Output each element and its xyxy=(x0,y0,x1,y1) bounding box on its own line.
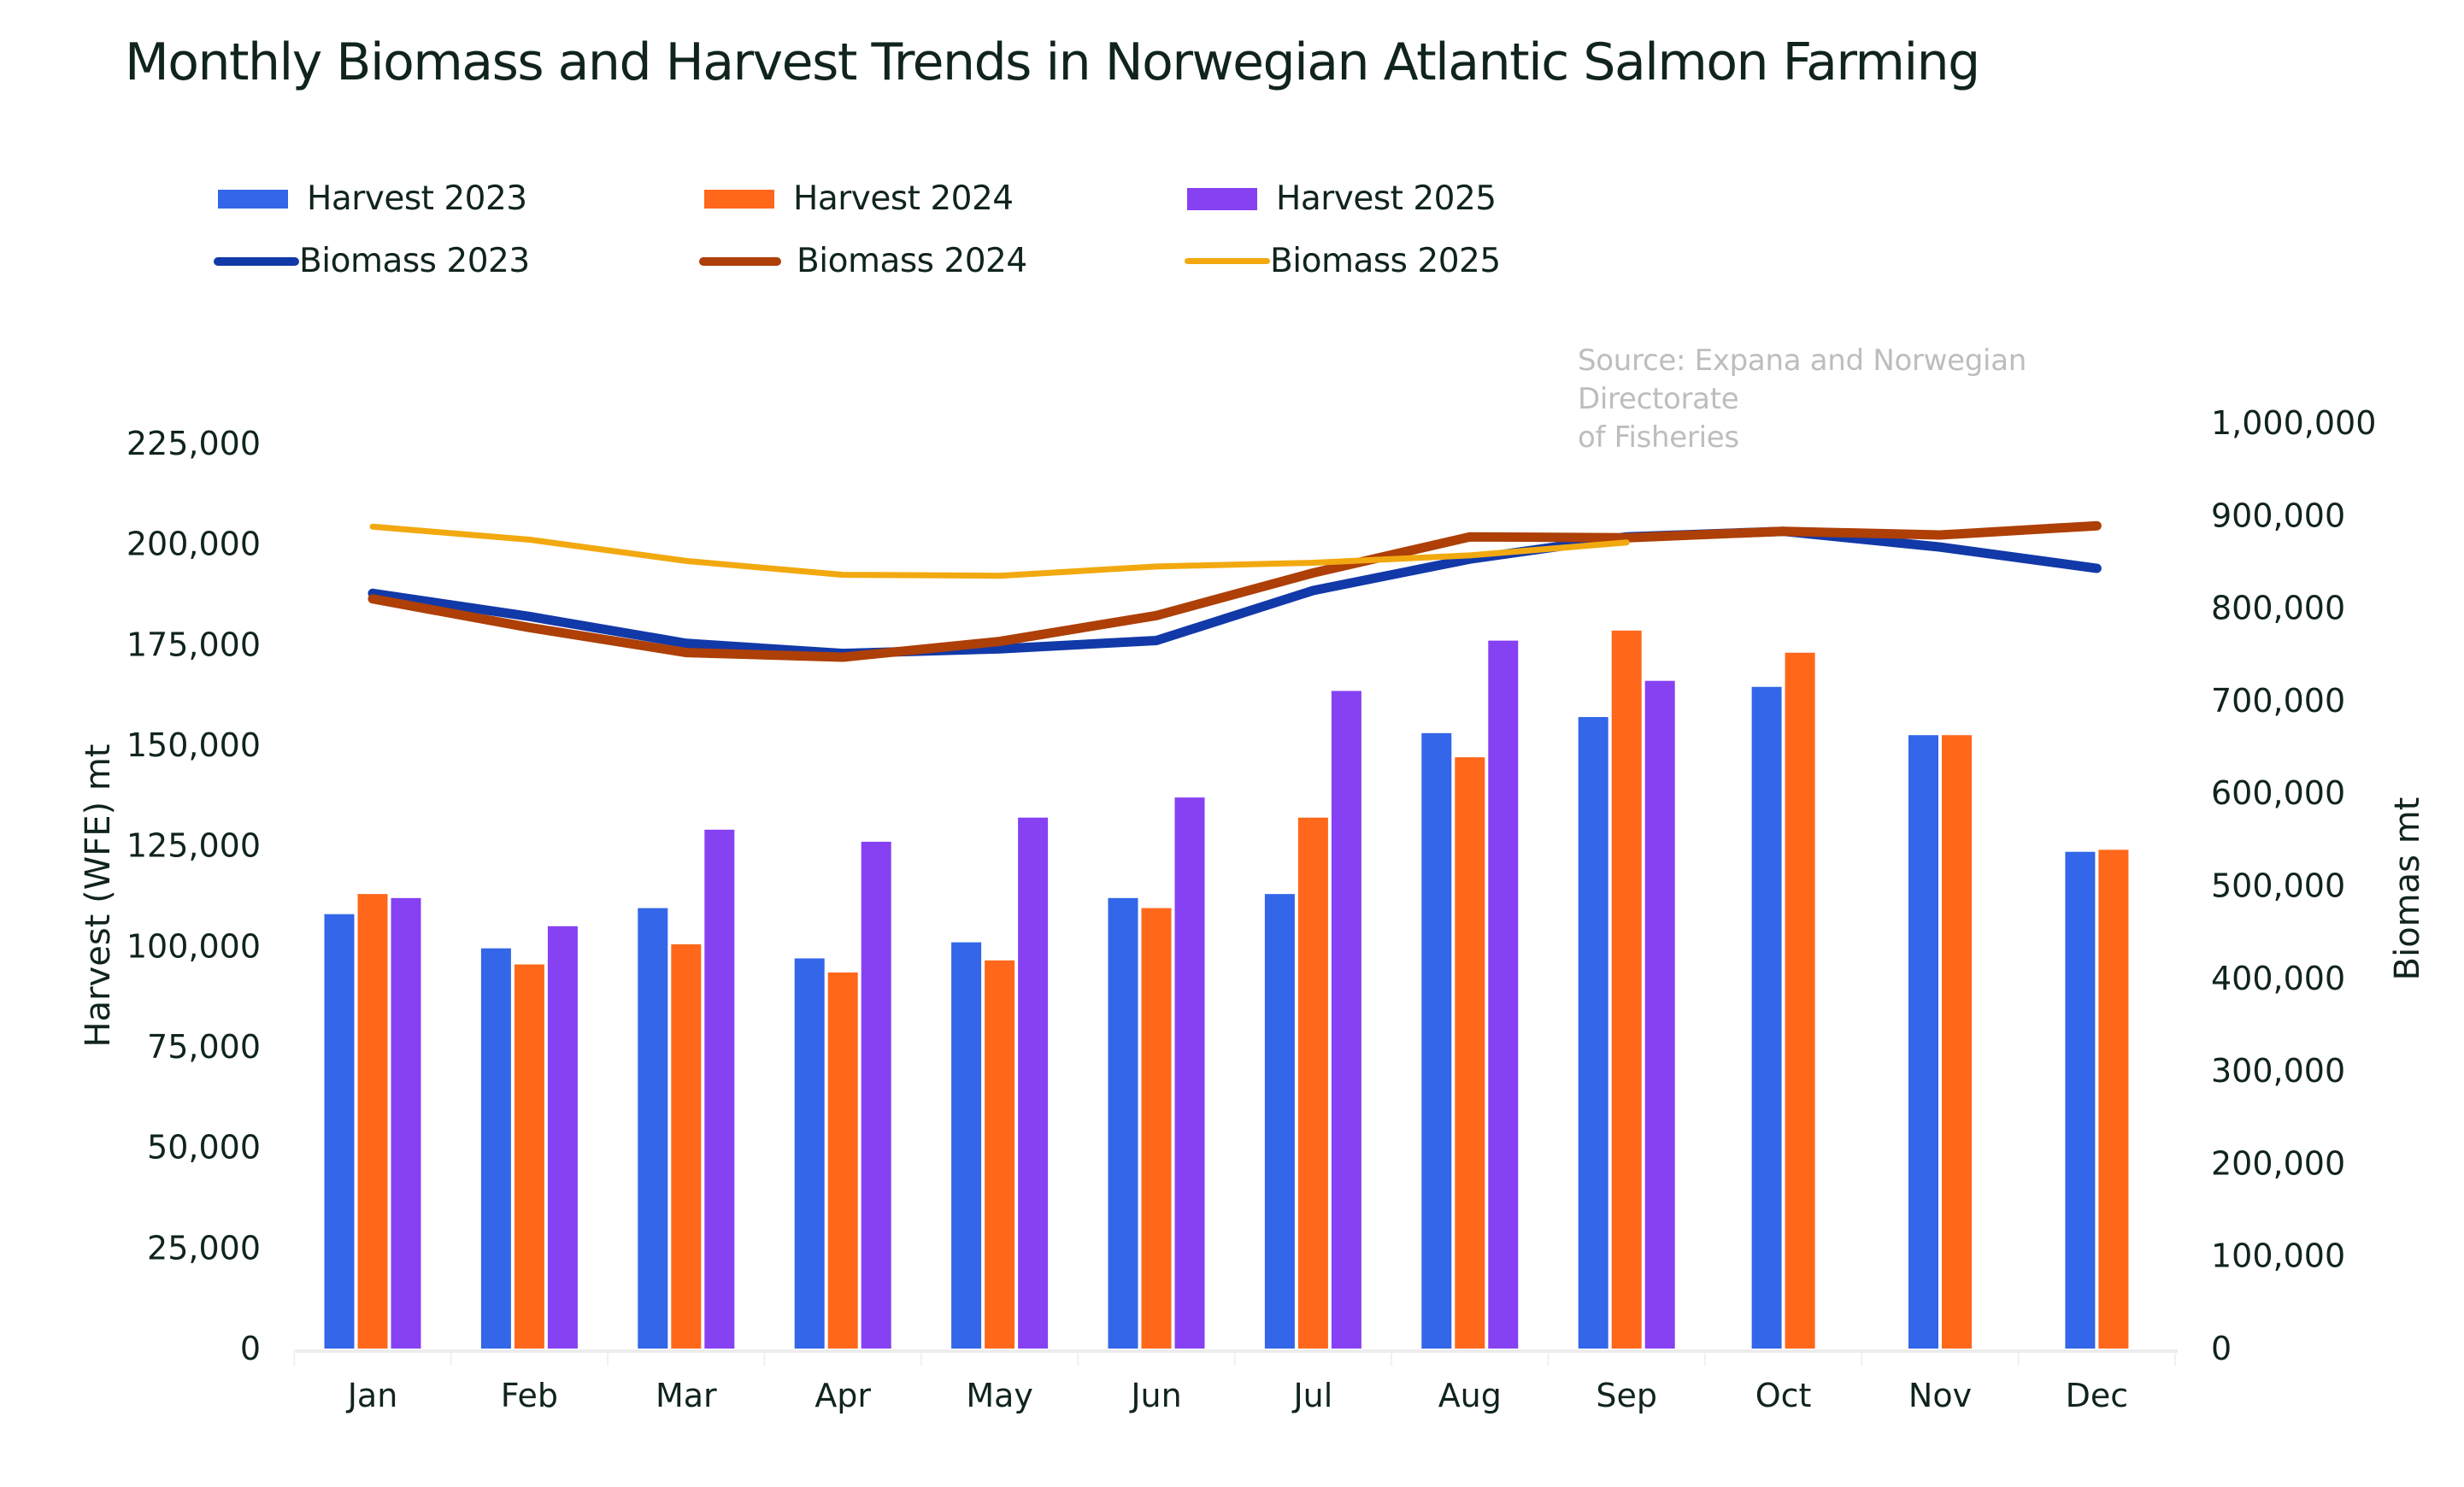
bar-harvest-2024-may xyxy=(985,960,1015,1349)
legend-swatch xyxy=(704,189,774,209)
legend-label: Biomass 2025 xyxy=(1270,242,1501,280)
bar-harvest-2024-dec xyxy=(2098,849,2129,1349)
bar-harvest-2024-sep xyxy=(1611,630,1642,1349)
legend-label: Harvest 2025 xyxy=(1276,179,1497,218)
bar-harvest-2025-apr xyxy=(861,841,891,1349)
left-tick-label: 25,000 xyxy=(147,1229,261,1267)
legend-swatch xyxy=(214,256,299,266)
bar-harvest-2025-sep xyxy=(1644,680,1675,1349)
right-tick-label: 900,000 xyxy=(2211,497,2345,534)
source-line-2: of Fisheries xyxy=(1578,420,1739,455)
right-tick-label: 0 xyxy=(2211,1330,2232,1367)
left-tick-label: 150,000 xyxy=(126,726,261,764)
legend-item-harvest-2025[interactable]: Harvest 2025 xyxy=(1187,179,1497,218)
bar-harvest-2023-feb xyxy=(480,948,511,1349)
legend-item-harvest-2024[interactable]: Harvest 2024 xyxy=(704,179,1014,218)
chart-title: Monthly Biomass and Harvest Trends in No… xyxy=(125,32,1980,92)
legend-swatch xyxy=(699,256,781,266)
bar-harvest-2023-jul xyxy=(1264,894,1295,1349)
bar-harvest-2024-apr xyxy=(827,972,858,1349)
x-tick-label: Jul xyxy=(1291,1377,1332,1414)
legend-swatch xyxy=(1187,187,1257,210)
x-tick-label: Jun xyxy=(1129,1377,1181,1414)
bar-harvest-2025-jul xyxy=(1331,691,1361,1349)
legend-label: Harvest 2024 xyxy=(793,179,1014,218)
left-tick-label: 100,000 xyxy=(126,927,261,965)
bar-harvest-2025-feb xyxy=(547,926,578,1349)
bar-harvest-2024-mar xyxy=(671,943,702,1349)
bar-harvest-2024-feb xyxy=(514,964,544,1349)
source-line-1: Source: Expana and Norwegian Directorate xyxy=(1578,344,2026,416)
bar-harvest-2025-aug xyxy=(1488,640,1519,1349)
x-tick-label: Feb xyxy=(501,1377,558,1414)
source-note: Source: Expana and Norwegian Directorate… xyxy=(1578,342,2193,457)
x-axis-line xyxy=(293,1349,2178,1366)
legend-item-biomass-2025[interactable]: Biomass 2025 xyxy=(1185,242,1501,280)
bar-harvest-2024-jun xyxy=(1141,908,1172,1349)
legend-item-harvest-2023[interactable]: Harvest 2023 xyxy=(218,179,527,218)
left-tick-label: 175,000 xyxy=(126,626,261,663)
legend-item-biomass-2023[interactable]: Biomass 2023 xyxy=(214,242,530,280)
legend-label: Biomass 2023 xyxy=(299,242,530,280)
left-y-axis: 225,000 200,000 175,000 150,000 125,000 100,0… xyxy=(126,425,261,1367)
right-tick-label: 200,000 xyxy=(2211,1144,2345,1182)
right-y-axis: 1,000,000 900,000 800,000 700,000 600,000 500… xyxy=(2211,404,2376,1367)
x-tick-label: May xyxy=(966,1377,1033,1414)
x-tick-label: Aug xyxy=(1438,1377,1502,1414)
x-tick-label: Mar xyxy=(656,1377,717,1414)
legend-label: Biomass 2024 xyxy=(797,242,1027,280)
legend-item-biomass-2024[interactable]: Biomass 2024 xyxy=(699,242,1027,280)
right-tick-label: 700,000 xyxy=(2211,682,2345,720)
bar-harvest-2024-nov xyxy=(1942,735,1972,1349)
left-tick-label: 200,000 xyxy=(126,526,261,563)
bar-harvest-2024-aug xyxy=(1455,757,1485,1349)
left-tick-label: 125,000 xyxy=(126,827,261,865)
x-tick-label: Oct xyxy=(1755,1377,1812,1414)
bar-harvest-2025-jun xyxy=(1174,797,1205,1349)
legend-swatch xyxy=(1185,258,1270,264)
bar-series xyxy=(324,630,2129,1349)
bar-harvest-2025-jan xyxy=(391,897,421,1349)
legend-label: Harvest 2023 xyxy=(307,179,527,218)
bar-harvest-2023-mar xyxy=(638,908,668,1349)
x-tick-label: Jan xyxy=(346,1377,398,1414)
bar-harvest-2023-jun xyxy=(1108,897,1138,1349)
right-tick-label: 300,000 xyxy=(2211,1052,2345,1090)
x-tick-label: Sep xyxy=(1596,1377,1657,1414)
right-tick-label: 600,000 xyxy=(2211,774,2345,812)
x-tick-label: Dec xyxy=(2066,1377,2129,1414)
bar-harvest-2023-nov xyxy=(1908,735,1938,1349)
left-tick-label: 50,000 xyxy=(147,1129,261,1167)
legend-swatch xyxy=(218,189,288,209)
right-tick-label: 800,000 xyxy=(2211,590,2345,627)
x-axis: Jan Feb Mar Apr May Jun Jul Aug Sep Oct Nov Dec xyxy=(346,1377,2128,1414)
left-tick-label: 75,000 xyxy=(147,1028,261,1066)
x-tick-label: Apr xyxy=(814,1377,871,1414)
bar-harvest-2024-oct xyxy=(1785,652,1815,1349)
bar-harvest-2023-dec xyxy=(2065,851,2096,1349)
bar-harvest-2025-mar xyxy=(704,829,735,1349)
right-tick-label: 400,000 xyxy=(2211,960,2345,997)
bar-harvest-2023-aug xyxy=(1421,732,1452,1349)
line-series xyxy=(368,520,2102,662)
bar-harvest-2025-may xyxy=(1018,817,1049,1349)
bar-harvest-2024-jan xyxy=(357,894,388,1349)
bar-harvest-2023-oct xyxy=(1751,686,1782,1349)
bar-harvest-2024-jul xyxy=(1297,817,1328,1349)
bar-harvest-2023-jan xyxy=(324,914,355,1349)
left-tick-label: 0 xyxy=(240,1330,261,1367)
right-tick-label: 100,000 xyxy=(2211,1237,2345,1275)
x-tick-label: Nov xyxy=(1908,1377,1972,1414)
left-axis-title: Harvest (WFE) mt xyxy=(79,744,118,1048)
right-tick-label: 500,000 xyxy=(2211,867,2345,905)
bar-harvest-2023-apr xyxy=(794,958,825,1349)
left-tick-label: 225,000 xyxy=(126,425,261,462)
line-biomass-2024 xyxy=(368,520,2102,662)
bar-harvest-2023-sep xyxy=(1578,717,1608,1349)
bar-harvest-2023-may xyxy=(951,942,982,1349)
right-axis-title: Biomas mt xyxy=(2388,797,2427,981)
right-tick-label: 1,000,000 xyxy=(2211,404,2376,442)
